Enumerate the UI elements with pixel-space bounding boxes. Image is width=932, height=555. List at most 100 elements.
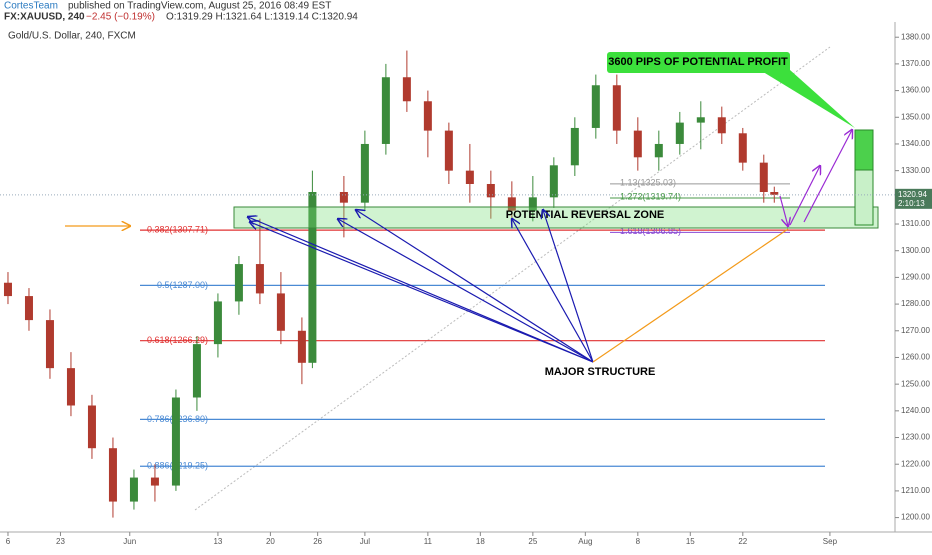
ohlc: O:1319.29 H:1321.64 L:1319.14 C:1320.94	[166, 12, 358, 23]
last-price-tag	[895, 188, 932, 209]
candle-body	[339, 192, 348, 203]
arrow	[543, 210, 594, 363]
candle-body	[633, 130, 642, 158]
y-tick-label: 1380.00	[901, 32, 930, 41]
candle-body	[423, 101, 432, 131]
candle-body	[402, 77, 411, 102]
y-tick-label: 1200.00	[901, 513, 930, 522]
structure-arrows	[248, 210, 594, 363]
profit-box-lower	[854, 169, 874, 226]
candle-body	[465, 170, 474, 184]
candle-body	[696, 117, 705, 123]
candle-body	[528, 197, 537, 211]
x-tick-label: Jun	[123, 537, 136, 546]
extension-label: 1.618(1306.85)	[620, 226, 681, 236]
orange-line	[592, 228, 789, 363]
arrow	[356, 210, 594, 363]
fib-label: 0.5(1287.00)	[157, 280, 208, 290]
candle-body	[297, 330, 306, 363]
y-tick-label: 1280.00	[901, 299, 930, 308]
candle-body	[770, 192, 779, 195]
arrow	[779, 195, 788, 226]
x-tick-label: 8	[636, 537, 641, 546]
zone-label: POTENTIAL REVERSAL ZONE	[506, 209, 665, 221]
x-tick-label: 11	[424, 537, 433, 546]
arrow	[512, 219, 594, 363]
x-tick-label: 6	[6, 537, 11, 546]
x-tick-label: 26	[313, 537, 322, 546]
y-tick-label: 1300.00	[901, 246, 930, 255]
countdown: 2:10:13	[898, 199, 925, 208]
candle-body	[150, 477, 159, 486]
y-tick-label: 1290.00	[901, 273, 930, 282]
candle-body	[171, 397, 180, 486]
candle-body	[192, 344, 201, 398]
y-tick-label: 1310.00	[901, 219, 930, 228]
x-tick-label: 25	[528, 537, 537, 546]
author: CortesTeam	[4, 1, 58, 12]
y-tick-label: 1230.00	[901, 433, 930, 442]
reversal-zone	[233, 206, 879, 229]
candle-body	[3, 282, 12, 297]
fib-label: 0.382(1307.71)	[147, 225, 208, 235]
candle-body	[87, 405, 96, 449]
candle-body	[717, 117, 726, 134]
x-tick-label: Sep	[823, 537, 838, 546]
callout-pointer	[760, 70, 855, 128]
y-tick-label: 1260.00	[901, 353, 930, 362]
x-tick-label: 20	[266, 537, 275, 546]
x-tick-label: 22	[738, 537, 747, 546]
candle-body	[591, 85, 600, 128]
published: published on TradingView.com, August 25,…	[68, 1, 331, 12]
x-tick-label: 13	[213, 537, 222, 546]
candle-body	[486, 183, 495, 198]
x-tick-label: 15	[686, 537, 695, 546]
extension-label: 1.13(1325.03)	[620, 177, 676, 187]
symbol: FX:XAUUSD, 240	[4, 12, 85, 23]
trendline	[194, 46, 831, 511]
fib-label: 0.618(1266.29)	[147, 335, 208, 345]
purple-arrows	[779, 130, 852, 226]
y-tick-label: 1240.00	[901, 406, 930, 415]
candle-body	[45, 320, 54, 369]
x-tick-label: 23	[56, 537, 65, 546]
candle-body	[24, 296, 33, 321]
candle-body	[129, 477, 138, 502]
candle-body	[738, 133, 747, 163]
change: −2.45 (−0.19%)	[86, 12, 155, 23]
candle-body	[675, 122, 684, 144]
candle-body	[255, 264, 264, 294]
y-tick-label: 1270.00	[901, 326, 930, 335]
candle-body	[276, 293, 285, 331]
y-tick-label: 1370.00	[901, 59, 930, 68]
candle-body	[360, 143, 369, 203]
candle-body	[108, 448, 117, 502]
y-tick-label: 1350.00	[901, 112, 930, 121]
x-tick-label: Jul	[360, 537, 370, 546]
last-price-label: 1320.94	[898, 190, 927, 199]
candle-body	[570, 127, 579, 166]
y-tick-label: 1220.00	[901, 459, 930, 468]
callout	[607, 52, 790, 73]
candle-body	[308, 192, 317, 363]
candle-body	[507, 197, 516, 211]
y-tick-label: 1340.00	[901, 139, 930, 148]
structure-label: MAJOR STRUCTURE	[545, 366, 656, 378]
arrow	[338, 219, 594, 363]
y-tick-label: 1330.00	[901, 166, 930, 175]
arrow	[248, 217, 594, 363]
chart-title: Gold/U.S. Dollar, 240, FXCM	[8, 31, 136, 42]
arrow	[250, 222, 594, 363]
y-tick-label: 1250.00	[901, 379, 930, 388]
y-tick-label: 1360.00	[901, 86, 930, 95]
candle-body	[654, 143, 663, 158]
candle-body	[381, 77, 390, 144]
arrow	[789, 166, 820, 226]
candle-body	[234, 264, 243, 302]
profit-label: 3600 PIPS OF POTENTIAL PROFIT	[608, 56, 788, 68]
candle-body	[549, 165, 558, 198]
x-tick-label: 18	[476, 537, 485, 546]
candle-body	[612, 85, 621, 131]
